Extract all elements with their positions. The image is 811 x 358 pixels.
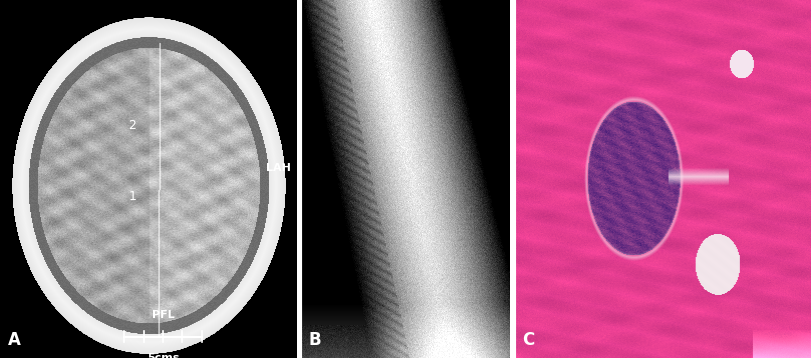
Text: B: B [308, 331, 320, 349]
Text: 2: 2 [128, 119, 136, 132]
Text: C: C [521, 331, 534, 349]
Text: LAH: LAH [266, 163, 291, 173]
Text: A: A [8, 331, 21, 349]
Text: 1: 1 [128, 190, 136, 203]
Text: PFL: PFL [152, 310, 174, 320]
Text: 5cms: 5cms [147, 353, 179, 358]
